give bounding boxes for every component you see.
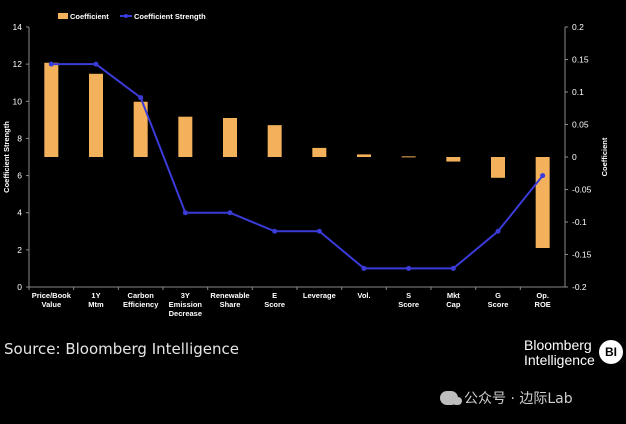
coefficient-bar [535, 157, 550, 248]
legend-label-strength: Coefficient Strength [134, 12, 206, 21]
brand-line2: Intelligence [524, 352, 595, 368]
left-tick-label: 0 [17, 282, 22, 292]
left-axis: 0 2 4 6 8 10 12 14 Coefficient Strength [2, 22, 30, 292]
category-label: E [272, 291, 277, 300]
right-axis: -0.2 -0.15 -0.1 -0.05 0 0.05 0.1 0.15 0.2 Coeffic… [564, 22, 609, 292]
coefficient-strength-point [138, 95, 144, 101]
coefficient-strength-point [540, 173, 546, 179]
chart-area: 0 2 4 6 8 10 12 14 Coefficient Strength -0.2 -0.1… [2, 12, 609, 318]
category-label: Mkt [447, 291, 460, 300]
coefficient-strength-point [316, 228, 322, 234]
coefficient-strength-line [48, 61, 546, 271]
coefficient-strength-point [450, 265, 456, 271]
right-tick-label: -0.15 [572, 250, 592, 260]
category-label: G [495, 291, 501, 300]
coefficient-strength-polyline [51, 63, 544, 270]
coefficient-strength-point [361, 265, 367, 271]
coefficient-strength-point [272, 228, 278, 234]
category-label: Score [488, 300, 509, 309]
category-label: Emission [169, 300, 203, 309]
coefficient-strength-point [48, 61, 54, 67]
category-label: 1Y [91, 291, 100, 300]
left-tick-label: 6 [17, 171, 22, 181]
category-label: Cap [446, 300, 461, 309]
right-tick-label: 0.15 [572, 55, 589, 65]
left-tick-label: 4 [17, 208, 22, 218]
coefficient-bar [491, 157, 505, 178]
left-axis-title: Coefficient Strength [2, 121, 11, 193]
category-label: Score [398, 300, 419, 309]
coefficient-bar [44, 62, 59, 157]
category-label: 3Y [181, 291, 190, 300]
coefficient-strength-point [182, 210, 188, 216]
coefficient-bar [223, 118, 237, 157]
right-tick-label: 0.1 [572, 87, 584, 97]
coefficient-bar [178, 116, 193, 157]
category-label: Vol. [357, 291, 370, 300]
right-tick-label: -0.2 [572, 282, 587, 292]
brand-line1: Bloomberg [524, 337, 592, 353]
category-label: Decrease [169, 309, 202, 318]
coefficient-bar [357, 154, 371, 157]
legend-line-marker [124, 14, 128, 18]
coefficient-bar [89, 73, 103, 157]
category-label: Carbon [128, 291, 155, 300]
category-label: Value [42, 300, 62, 309]
category-label: Mtm [88, 300, 104, 309]
category-label: Price/Book [32, 291, 72, 300]
coefficient-bar [312, 147, 327, 157]
left-tick-label: 14 [13, 22, 23, 32]
coefficient-bar [267, 125, 282, 157]
right-axis-title: Coefficient [600, 137, 609, 176]
left-tick-label: 12 [13, 59, 23, 69]
legend-label-coefficient: Coefficient [70, 12, 109, 21]
left-tick-label: 8 [17, 133, 22, 143]
brand-logo: Bloomberg Intelligence [524, 338, 595, 368]
brand-badge: BI [599, 340, 623, 364]
coefficient-bar [446, 157, 461, 162]
watermark-text: 公众号 · 边际Lab [464, 391, 573, 407]
category-label: Share [220, 300, 241, 309]
right-tick-label: -0.1 [572, 217, 587, 227]
watermark: 公众号 · 边际Lab [440, 388, 573, 408]
category-label: Op. [536, 291, 549, 300]
category-label: Leverage [303, 291, 336, 300]
right-tick-label: 0.05 [572, 120, 589, 130]
left-tick-label: 10 [13, 96, 23, 106]
coefficient-bar [401, 156, 416, 158]
category-label: Score [264, 300, 285, 309]
right-tick-label: -0.05 [572, 185, 592, 195]
right-tick-label: 0.2 [572, 22, 584, 32]
right-tick-label: 0 [572, 152, 577, 162]
coefficient-strength-point [227, 210, 233, 216]
legend: Coefficient Coefficient Strength [58, 12, 206, 21]
coefficient-strength-point [495, 228, 501, 234]
coefficient-bar [133, 101, 148, 157]
category-label: S [406, 291, 411, 300]
coefficient-bars [44, 62, 550, 248]
category-label: ROE [535, 300, 551, 309]
legend-bar-swatch [58, 13, 68, 19]
coefficient-strength-point [406, 265, 412, 271]
coefficient-strength-point [93, 61, 99, 67]
category-label: Efficiency [123, 300, 159, 309]
source-note: Source: Bloomberg Intelligence [4, 340, 239, 358]
chat-icon [440, 391, 462, 405]
category-label: Renewable [210, 291, 249, 300]
left-tick-label: 2 [17, 245, 22, 255]
